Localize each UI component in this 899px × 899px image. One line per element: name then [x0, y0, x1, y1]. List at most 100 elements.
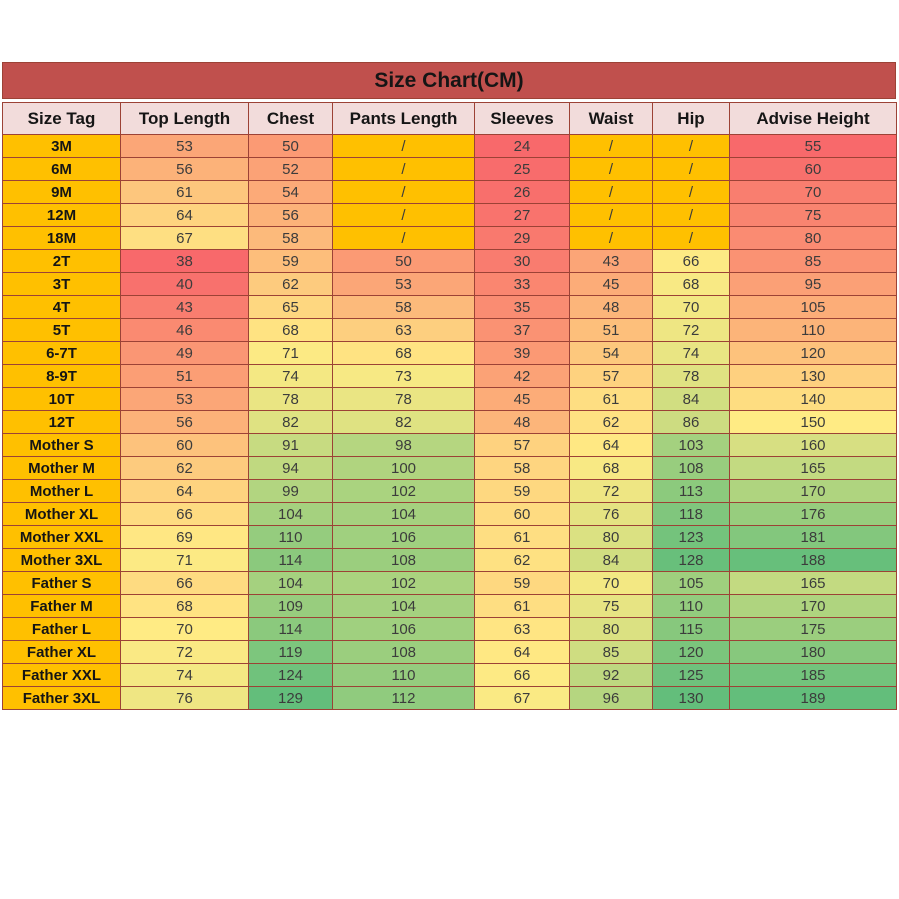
value-cell: 108	[332, 548, 475, 572]
value-cell: 25	[474, 157, 570, 181]
size-tag-cell: Father L	[2, 617, 121, 641]
value-cell: 63	[474, 617, 570, 641]
size-tag-cell: Mother XXL	[2, 525, 121, 549]
table-row: 3T 40 62 53 33 45 68 95	[2, 272, 897, 296]
value-cell: 80	[569, 525, 653, 549]
value-cell: 76	[569, 502, 653, 526]
value-cell: 140	[729, 387, 897, 411]
value-cell: 80	[729, 226, 897, 250]
value-cell: 65	[248, 295, 333, 319]
value-cell: 108	[652, 456, 730, 480]
value-cell: 64	[120, 203, 249, 227]
value-cell: 43	[569, 249, 653, 273]
value-cell: 96	[569, 686, 653, 710]
value-cell: 53	[332, 272, 475, 296]
size-tag-cell: Mother L	[2, 479, 121, 503]
value-cell: 73	[332, 364, 475, 388]
value-cell: 48	[474, 410, 570, 434]
size-chart-table: Size Tag Top Length Chest Pants Length Sleev…	[2, 102, 897, 710]
value-cell: 27	[474, 203, 570, 227]
size-tag-cell: 18M	[2, 226, 121, 250]
value-cell: 61	[569, 387, 653, 411]
size-tag-cell: 8-9T	[2, 364, 121, 388]
size-tag-cell: Mother S	[2, 433, 121, 457]
value-cell: 78	[652, 364, 730, 388]
size-tag-cell: 12T	[2, 410, 121, 434]
table-row: 5T 46 68 63 37 51 72 110	[2, 318, 897, 342]
value-cell: 165	[729, 456, 897, 480]
value-cell: 58	[248, 226, 333, 250]
column-header-5: Waist	[569, 102, 653, 135]
value-cell: 68	[120, 594, 249, 618]
column-header-4: Sleeves	[474, 102, 570, 135]
value-cell: 176	[729, 502, 897, 526]
column-header-3: Pants Length	[332, 102, 475, 135]
table-row: Mother 3XL 71 114 108 62 84 128 188	[2, 548, 897, 572]
value-cell: 42	[474, 364, 570, 388]
size-tag-cell: Father XL	[2, 640, 121, 664]
value-cell: 56	[120, 157, 249, 181]
table-row: 2T 38 59 50 30 43 66 85	[2, 249, 897, 273]
value-cell: 99	[248, 479, 333, 503]
value-cell: 98	[332, 433, 475, 457]
value-cell: 33	[474, 272, 570, 296]
value-cell: 59	[474, 571, 570, 595]
value-cell: 74	[120, 663, 249, 687]
value-cell: 86	[652, 410, 730, 434]
value-cell: 110	[332, 663, 475, 687]
value-cell: /	[652, 203, 730, 227]
table-row: Mother S 60 91 98 57 64 103 160	[2, 433, 897, 457]
size-tag-cell: Father 3XL	[2, 686, 121, 710]
column-header-1: Top Length	[120, 102, 249, 135]
value-cell: 106	[332, 525, 475, 549]
size-tag-cell: Mother M	[2, 456, 121, 480]
value-cell: 118	[652, 502, 730, 526]
value-cell: 105	[652, 571, 730, 595]
column-header-2: Chest	[248, 102, 333, 135]
value-cell: 150	[729, 410, 897, 434]
value-cell: 48	[569, 295, 653, 319]
table-row: Father XL 72 119 108 64 85 120 180	[2, 640, 897, 664]
value-cell: 37	[474, 318, 570, 342]
value-cell: 39	[474, 341, 570, 365]
chart-title-bar: Size Chart(CM)	[2, 62, 896, 99]
value-cell: 102	[332, 479, 475, 503]
value-cell: /	[332, 203, 475, 227]
column-header-0: Size Tag	[2, 102, 121, 135]
value-cell: 80	[569, 617, 653, 641]
value-cell: 85	[729, 249, 897, 273]
value-cell: 61	[474, 525, 570, 549]
value-cell: /	[569, 203, 653, 227]
value-cell: 30	[474, 249, 570, 273]
value-cell: 74	[248, 364, 333, 388]
value-cell: 68	[569, 456, 653, 480]
value-cell: 106	[332, 617, 475, 641]
size-tag-cell: 3T	[2, 272, 121, 296]
table-row: Father 3XL 76 129 112 67 96 130 189	[2, 686, 897, 710]
value-cell: 66	[120, 571, 249, 595]
value-cell: 72	[120, 640, 249, 664]
value-cell: 62	[569, 410, 653, 434]
value-cell: 53	[120, 134, 249, 158]
value-cell: /	[332, 134, 475, 158]
value-cell: 72	[569, 479, 653, 503]
table-row: Father L 70 114 106 63 80 115 175	[2, 617, 897, 641]
value-cell: 40	[120, 272, 249, 296]
value-cell: 61	[120, 180, 249, 204]
value-cell: 180	[729, 640, 897, 664]
value-cell: 56	[120, 410, 249, 434]
value-cell: 95	[729, 272, 897, 296]
value-cell: 175	[729, 617, 897, 641]
size-tag-cell: Father S	[2, 571, 121, 595]
value-cell: 66	[652, 249, 730, 273]
table-row: Mother XL 66 104 104 60 76 118 176	[2, 502, 897, 526]
value-cell: 84	[652, 387, 730, 411]
value-cell: 60	[729, 157, 897, 181]
value-cell: 103	[652, 433, 730, 457]
value-cell: 170	[729, 594, 897, 618]
value-cell: 62	[120, 456, 249, 480]
value-cell: 181	[729, 525, 897, 549]
value-cell: 165	[729, 571, 897, 595]
value-cell: 75	[729, 203, 897, 227]
size-tag-cell: 6-7T	[2, 341, 121, 365]
